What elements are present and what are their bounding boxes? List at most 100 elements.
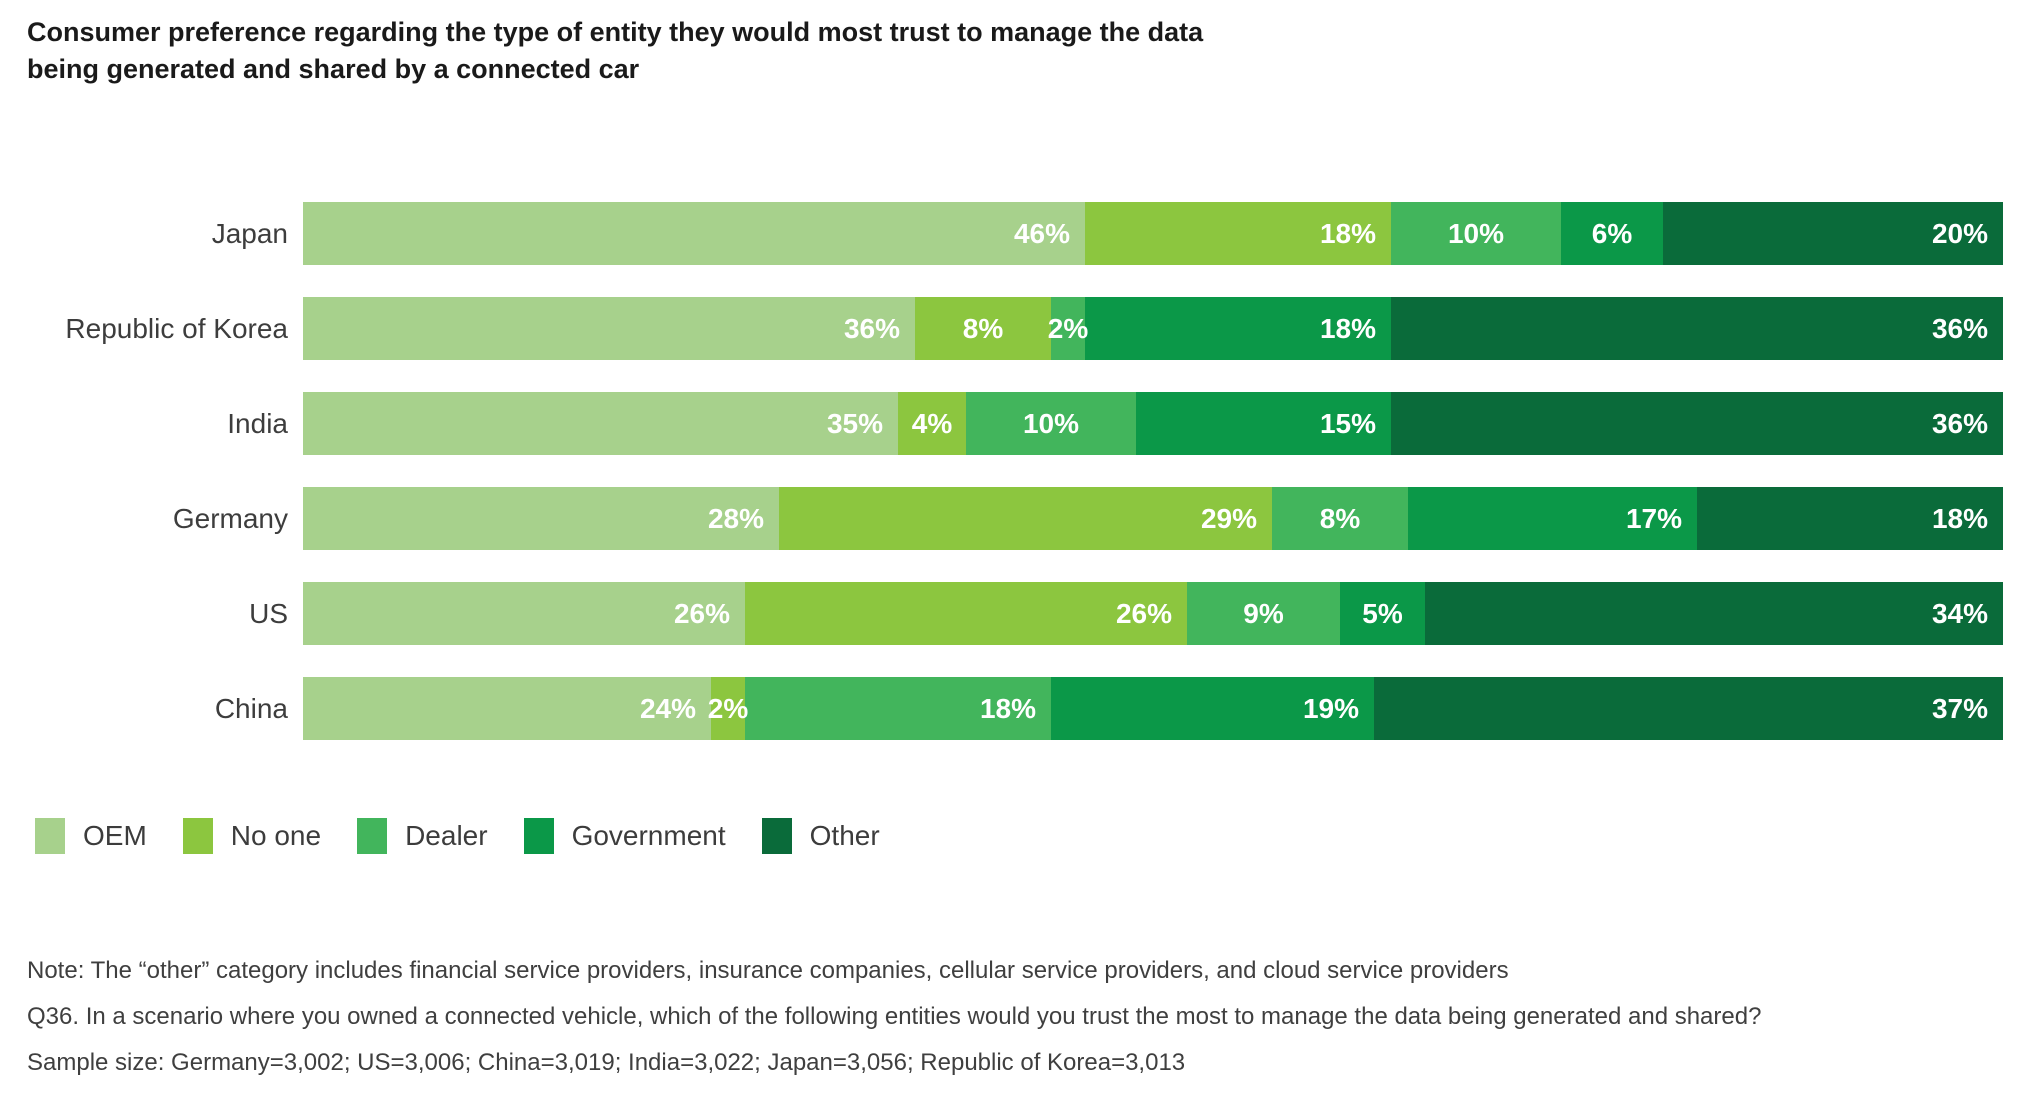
bar-segment-other: 20% <box>1663 202 2003 265</box>
segment-value-label: 2% <box>1047 312 1089 344</box>
segment-value-label: 2% <box>707 692 749 724</box>
legend-item-dealer: Dealer <box>357 818 488 854</box>
chart-row: US 26% 26% 9% 5% 34% <box>0 582 2003 645</box>
legend-swatch <box>35 818 65 854</box>
segment-value-label: 5% <box>1362 597 1403 629</box>
chart-row: India 35% 4% 10% 15% 36% <box>0 392 2003 455</box>
row-label: India <box>227 407 288 439</box>
legend-item-other: Other <box>761 818 880 854</box>
legend-label: No one <box>230 820 322 851</box>
segment-value-label: 15% <box>1319 407 1376 439</box>
chart-title-line2: being generated and shared by a connecte… <box>27 54 640 84</box>
segment-value-label: 18% <box>1319 312 1376 344</box>
legend-swatch <box>357 818 388 854</box>
bar-segment-no-one: 4% <box>898 392 966 455</box>
bar-segment-other: 36% <box>1391 392 2003 455</box>
bar-segment-oem: 26% <box>303 582 745 645</box>
segment-value-label: 10% <box>1022 407 1080 439</box>
legend-item-oem: OEM <box>35 818 147 854</box>
bar-segment-oem: 36% <box>303 297 915 360</box>
segment-value-label: 20% <box>1931 217 1988 249</box>
bar-segment-other: 37% <box>1374 677 2003 740</box>
bar: 35% 4% 10% 15% 36% <box>303 392 2003 455</box>
segment-value-label: 36% <box>1931 407 1988 439</box>
chart-row: Germany 28% 29% 8% 17% 18% <box>0 487 2003 550</box>
legend-label: Government <box>571 820 726 851</box>
footnotes: Note: The “other” category includes fina… <box>27 948 1761 1086</box>
chart-title-line1: Consumer preference regarding the type o… <box>27 17 1204 47</box>
bar-segment-oem: 35% <box>303 392 898 455</box>
legend-item-no-one: No one <box>182 818 322 854</box>
bar-segment-government: 18% <box>1085 297 1391 360</box>
segment-value-label: 8% <box>962 312 1004 344</box>
row-label: China <box>214 692 288 724</box>
bar-segment-dealer: 8% <box>1272 487 1408 550</box>
footnote-sample-size: Sample size: Germany=3,002; US=3,006; Ch… <box>27 1049 1186 1076</box>
segment-value-label: 24% <box>639 692 696 724</box>
legend-item-government: Government <box>523 818 726 854</box>
segment-value-label: 28% <box>707 502 764 534</box>
bar-segment-government: 15% <box>1136 392 1391 455</box>
chart-row: Republic of Korea 36% 8% 2% 18% 36% <box>0 297 2003 360</box>
segment-value-label: 18% <box>1319 217 1376 249</box>
segment-value-label: 17% <box>1625 502 1682 534</box>
segment-value-label: 26% <box>1115 597 1172 629</box>
legend-label: Dealer <box>405 820 488 851</box>
bar-segment-other: 18% <box>1697 487 2003 550</box>
bar: 26% 26% 9% 5% 34% <box>303 582 2003 645</box>
segment-value-label: 26% <box>673 597 730 629</box>
row-label: Germany <box>172 502 288 534</box>
legend-swatch <box>761 818 792 854</box>
chart-legend: OEM No one Dealer Government Other <box>35 818 880 854</box>
bar-segment-dealer: 2% <box>1047 297 1089 360</box>
chart-title: Consumer preference regarding the type o… <box>27 14 1203 88</box>
bar-segment-dealer: 10% <box>966 392 1136 455</box>
bar-segment-oem: 24% <box>303 677 711 740</box>
segment-value-label: 6% <box>1591 217 1633 249</box>
row-label: Japan <box>211 217 288 249</box>
segment-value-label: 8% <box>1319 502 1361 534</box>
bar: 36% 8% 2% 18% 36% <box>303 297 2003 360</box>
bar-segment-government: 17% <box>1408 487 1697 550</box>
segment-value-label: 34% <box>1931 597 1988 629</box>
segment-value-label: 29% <box>1200 502 1257 534</box>
legend-label: OEM <box>83 820 147 851</box>
footnote-question: Q36. In a scenario where you owned a con… <box>27 1003 1762 1030</box>
bar: 46% 18% 10% 6% 20% <box>303 202 2003 265</box>
segment-value-label: 18% <box>979 692 1036 724</box>
bar-segment-no-one: 29% <box>779 487 1272 550</box>
segment-value-label: 18% <box>1931 502 1988 534</box>
bar-segment-other: 34% <box>1425 582 2003 645</box>
row-label: US <box>249 597 288 629</box>
bar-segment-government: 19% <box>1051 677 1374 740</box>
legend-label: Other <box>809 820 880 851</box>
segment-value-label: 46% <box>1013 217 1070 249</box>
bar-segment-no-one: 2% <box>707 677 749 740</box>
bar-segment-other: 36% <box>1391 297 2003 360</box>
segment-value-label: 35% <box>826 407 883 439</box>
legend-swatch <box>523 818 554 854</box>
stacked-bar-chart: Japan 46% 18% 10% 6% 20% Republic of Korea 36% 8… <box>0 202 2003 772</box>
segment-value-label: 19% <box>1302 692 1359 724</box>
footnote-note: Note: The “other” category includes fina… <box>27 957 1509 984</box>
bar-segment-government: 5% <box>1340 582 1425 645</box>
segment-value-label: 36% <box>1931 312 1988 344</box>
bar-segment-oem: 28% <box>303 487 779 550</box>
bar-segment-no-one: 26% <box>745 582 1187 645</box>
segment-value-label: 10% <box>1447 217 1505 249</box>
segment-value-label: 36% <box>843 312 900 344</box>
segment-value-label: 9% <box>1243 597 1284 629</box>
segment-value-label: 37% <box>1931 692 1988 724</box>
chart-row: China 24% 2% 18% 19% 37% <box>0 677 2003 740</box>
bar: 28% 29% 8% 17% 18% <box>303 487 2003 550</box>
bar-segment-dealer: 18% <box>745 677 1051 740</box>
bar-segment-no-one: 18% <box>1085 202 1391 265</box>
bar-segment-dealer: 9% <box>1187 582 1340 645</box>
legend-swatch <box>182 818 213 854</box>
chart-row: Japan 46% 18% 10% 6% 20% <box>0 202 2003 265</box>
segment-value-label: 4% <box>911 407 953 439</box>
bar-segment-government: 6% <box>1561 202 1663 265</box>
bar-segment-no-one: 8% <box>915 297 1051 360</box>
bar: 24% 2% 18% 19% 37% <box>303 677 2003 740</box>
